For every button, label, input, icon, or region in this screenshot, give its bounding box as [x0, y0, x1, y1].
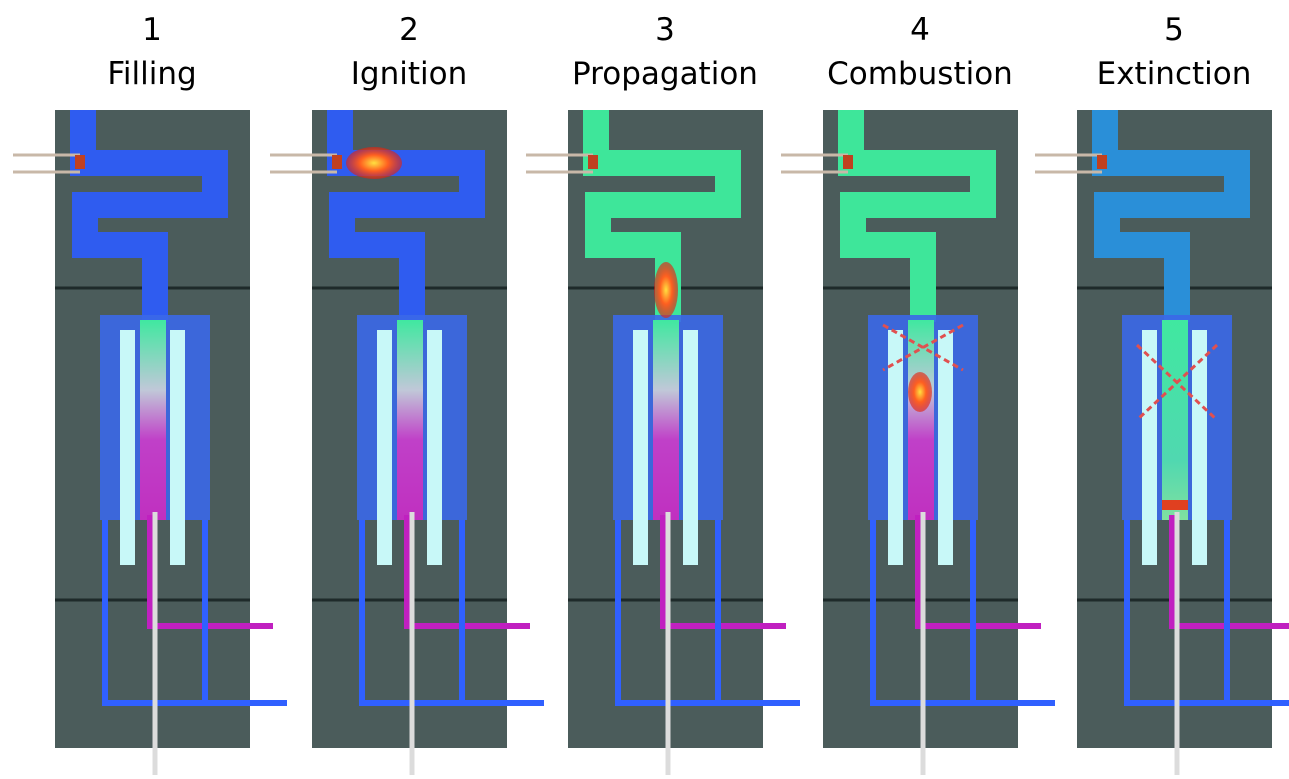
tube-right: [683, 330, 698, 565]
outlet-blue: [870, 520, 1055, 706]
outlet-blue: [1124, 520, 1289, 706]
gas-channel: [70, 110, 228, 322]
panel: 1 Filling: [13, 12, 287, 775]
tube-left: [120, 330, 135, 565]
quench-mark: [882, 323, 964, 372]
panel-number: 5: [1164, 12, 1184, 48]
panel-label: Ignition: [351, 56, 467, 92]
tube-right: [938, 330, 953, 565]
outlet-blue: [102, 520, 287, 706]
panel-label: Filling: [107, 56, 196, 92]
core: [140, 320, 166, 520]
panel-label: Propagation: [572, 56, 758, 92]
gas-channel: [1092, 110, 1250, 322]
flame: [908, 372, 932, 412]
quench-mark: [1135, 343, 1219, 422]
panel-label: Extinction: [1097, 56, 1252, 92]
core: [908, 320, 934, 520]
panel: 5 Extinction: [1035, 12, 1289, 775]
tube-left: [633, 330, 648, 565]
tube-right: [427, 330, 442, 565]
tube-right: [170, 330, 185, 565]
core: [653, 320, 679, 520]
tube-left: [888, 330, 903, 565]
spark-gap: [75, 155, 85, 169]
outlet-magenta: [1169, 515, 1289, 629]
flame-front: [1162, 500, 1188, 510]
flame: [654, 262, 678, 318]
panel-number: 4: [910, 12, 930, 48]
flame: [346, 147, 402, 179]
gas-channel: [838, 110, 996, 322]
panel-number: 1: [142, 12, 162, 48]
spark-gap: [332, 155, 342, 169]
outlet-blue: [359, 520, 544, 706]
tube-right: [1192, 330, 1207, 565]
panel-number: 3: [655, 12, 675, 48]
outlet-magenta: [915, 515, 1041, 629]
outlet-magenta: [147, 515, 273, 629]
panel-number: 2: [399, 12, 419, 48]
panel: 4 Combustion: [781, 12, 1055, 775]
outlet-magenta: [660, 515, 786, 629]
panel: 3 Propagation: [526, 12, 800, 775]
spark-gap: [1097, 155, 1107, 169]
outlet-magenta: [404, 515, 530, 629]
spark-gap: [588, 155, 598, 169]
spark-gap: [843, 155, 853, 169]
panel: 2 Ignition: [270, 12, 544, 775]
tube-left: [377, 330, 392, 565]
core: [1162, 320, 1188, 520]
gas-channel: [583, 110, 741, 322]
tube-left: [1142, 330, 1157, 565]
outlet-blue: [615, 520, 800, 706]
core: [397, 320, 423, 520]
panels: 1 Filling 2 Ignition 3 Propagation 4 Combustion…: [13, 12, 1289, 775]
panel-label: Combustion: [827, 56, 1013, 92]
